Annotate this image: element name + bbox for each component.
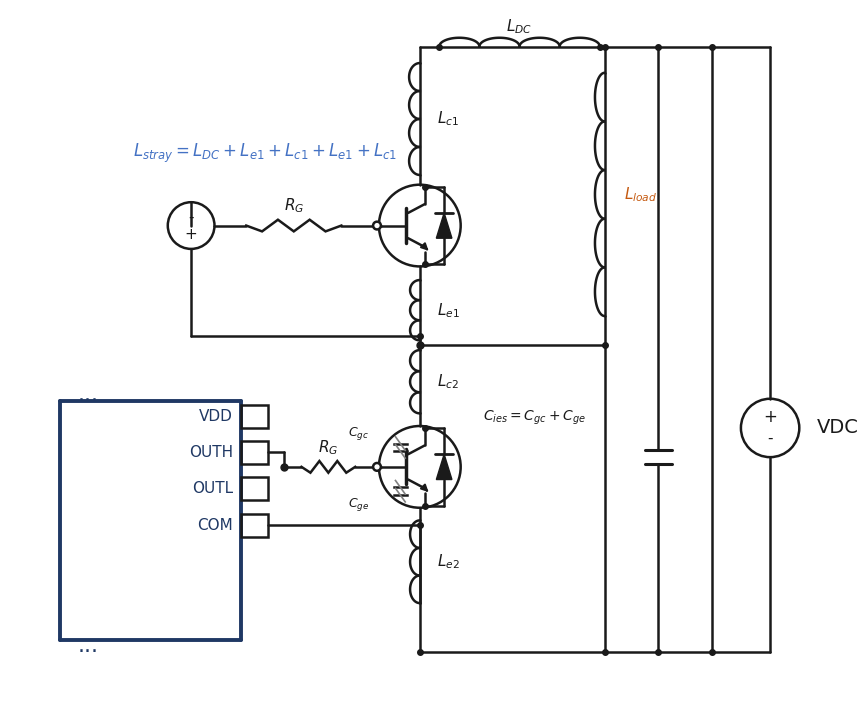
Text: $L_{c1}$: $L_{c1}$ [438,110,459,128]
Text: $R_G$: $R_G$ [284,197,304,215]
Text: ...: ... [78,636,98,656]
Text: VDD: VDD [199,409,233,424]
Bar [241,513,268,537]
Text: $L_{c2}$: $L_{c2}$ [438,372,459,391]
Text: $C_{ies}=C_{gc}+C_{ge}$: $C_{ies}=C_{gc}+C_{ge}$ [483,409,586,428]
Text: $R_G$: $R_G$ [318,438,338,457]
Text: -: - [188,210,194,224]
Circle shape [373,463,381,471]
Text: $L_{load}$: $L_{load}$ [624,185,658,204]
Text: $C_{ge}$: $C_{ge}$ [348,496,369,513]
Text: ...: ... [78,385,98,405]
Text: +: + [763,409,777,426]
Text: $C_{gc}$: $C_{gc}$ [349,426,369,442]
Text: $L_{e2}$: $L_{e2}$ [438,552,460,571]
Text: $L_{e1}$: $L_{e1}$ [438,301,460,319]
Bar [241,476,268,500]
Text: -: - [767,431,773,446]
Polygon shape [437,213,452,238]
Text: OUTL: OUTL [192,481,233,496]
Bar [241,440,268,464]
Circle shape [373,222,381,229]
Text: $L_{stray}=L_{DC}+L_{e1}+L_{c1}+L_{e1}+L_{c1}$: $L_{stray}=L_{DC}+L_{e1}+L_{c1}+L_{e1}+L… [133,142,397,165]
Text: COM: COM [198,518,233,532]
Text: OUTH: OUTH [189,445,233,459]
Text: $L_{DC}$: $L_{DC}$ [507,18,532,36]
Bar [241,404,268,428]
Text: VDC: VDC [816,418,859,438]
Text: +: + [185,227,198,242]
Polygon shape [437,455,452,479]
